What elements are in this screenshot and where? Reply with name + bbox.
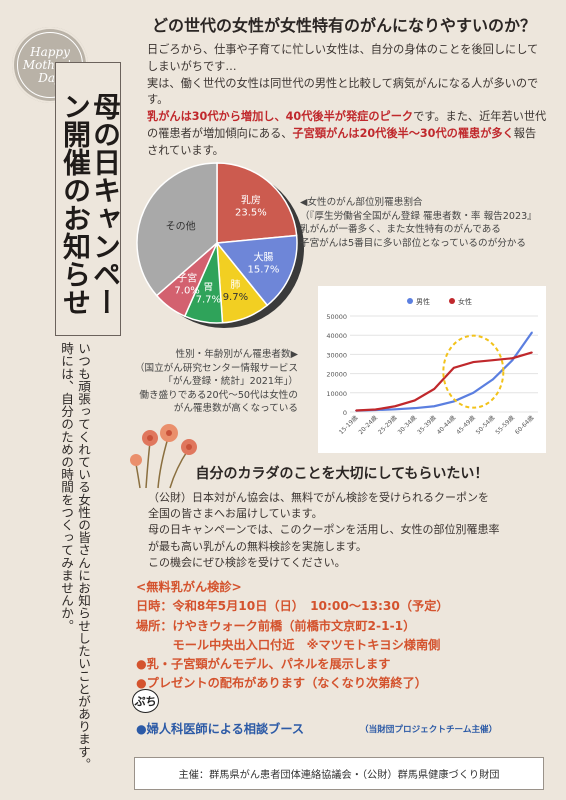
x-tick-9: 60-64歳 — [513, 414, 535, 436]
event-details: <無料乳がん検診> 日時：令和8年5月10日（日） 10:00〜13:30（予定… — [136, 578, 556, 694]
series-0-point-5 — [452, 400, 455, 403]
age-incidence-line-chart: 0 10000 20000 30000 40000 50000 15-19歳20-24歳25… — [326, 297, 538, 436]
series-0-point-9 — [531, 331, 533, 334]
pie-label-5: その他 — [166, 219, 196, 232]
x-tick-4: 35-39歳 — [415, 414, 437, 436]
series-1-point-3 — [413, 399, 416, 402]
mid-heading: 自分のカラダのことを大切にしてもらいたい！ — [195, 466, 489, 482]
legend-marker-1 — [449, 298, 455, 304]
pie-label-1: 大腸 — [253, 251, 273, 264]
series-0-point-4 — [433, 405, 436, 408]
page-title: 母の日キャンペーン開催のお知らせ — [59, 92, 122, 316]
pie-label-4: 子宮 — [177, 272, 197, 285]
x-tick-5: 40-44歳 — [435, 414, 457, 436]
x-tick-8: 55-59歳 — [494, 414, 516, 436]
y-tick-5: 50000 — [326, 313, 347, 321]
section-heading: どの世代の女性が女性特有のがんになりやすいのか？ — [151, 16, 536, 35]
vertical-message: いつも頑張ってくれている女性の皆さんにお知らせしたいことがあります。 時には、自… — [58, 342, 92, 792]
pie-value-4: 7.0% — [174, 286, 199, 297]
x-tick-7: 50-54歳 — [474, 414, 496, 436]
series-line-1 — [355, 351, 533, 412]
line-chart-panel: 0 10000 20000 30000 40000 50000 15-19歳 20-24歳 25… — [318, 286, 546, 453]
series-line-0 — [355, 331, 533, 412]
series-1-point-9 — [531, 351, 533, 354]
x-tick-2: 25-29歳 — [376, 414, 398, 436]
series-1-point-7 — [492, 359, 494, 361]
campaign-description: （公財）日本対がん協会は、無料でがん検診を受けられるクーポンを 全国の皆さまへお… — [148, 491, 500, 569]
event-place-detail: モール中央出入口付近 ※マツモトキヨシ様南側 — [136, 637, 441, 652]
series-1-point-8 — [511, 357, 514, 360]
event-item-models: ●乳・子宮頸がんモデル、パネルを展示します — [136, 657, 391, 672]
event-item-presents: ●プレゼントの配布があります（なくなり次第終了） — [136, 676, 427, 691]
y-tick-4: 40000 — [326, 332, 347, 340]
pie-label-2: 肺 — [230, 279, 240, 291]
y-tick-2: 20000 — [326, 371, 347, 379]
series-0-point-6 — [472, 392, 475, 394]
breast-cancer-highlight: 乳がんは30代から増加し、40代後半が発症のピーク — [147, 110, 414, 124]
booth-organizer-note: （当財団プロジェクトチーム主催） — [360, 725, 498, 735]
pie-slice-5 — [136, 162, 218, 297]
pie-slice-1 — [215, 234, 298, 307]
peak-highlight-circle — [442, 334, 505, 409]
vertical-message-line2: 時には、自分のための時間をつくってみませんか。 — [59, 342, 74, 632]
pie-caption: ◀女性のがん部位別罹患割合 （『厚生労働省全国がん登録 罹患者数・率 報告202… — [300, 197, 537, 249]
y-tick-3: 30000 — [326, 351, 347, 359]
pie-value-1: 15.7% — [248, 265, 280, 276]
x-tick-0: 15-19歳 — [337, 414, 359, 436]
cervical-cancer-highlight: 子宮頸がんは20代後半〜30代の罹患が多く — [292, 126, 514, 140]
series-0-point-3 — [413, 407, 416, 409]
series-0-point-7 — [492, 378, 494, 381]
pie-slice-0 — [216, 162, 298, 244]
line-chart-caption: 性別・年齢別がん罹患者数▶ （国立がん研究センター情報サービス 「がん登録・統計… — [134, 349, 298, 414]
event-date: 日時：令和8年5月10日（日） 10:00〜13:30（予定） — [136, 599, 449, 614]
pie-value-3: 7.7% — [196, 295, 221, 306]
intro-text: 日ごろから、仕事や子育てに忙しい女性は、自分の身体のことを後回しにしてしまいがち… — [147, 43, 547, 157]
organizer-footer: 主催：群馬県がん患者団体連絡協議会・（公財）群馬県健康づくり財団 — [134, 757, 544, 790]
series-0-point-8 — [511, 359, 514, 361]
series-0-point-2 — [394, 408, 396, 411]
series-1-point-0 — [355, 409, 357, 412]
y-tick-1: 10000 — [326, 390, 347, 398]
series-1-point-2 — [394, 405, 396, 408]
pie-label-3: 胃 — [203, 282, 213, 294]
consultation-booth: ●婦人科医師による相談ブース — [136, 722, 305, 736]
x-tick-1: 20-24歳 — [357, 414, 379, 436]
y-tick-0: 0 — [343, 409, 347, 417]
x-tick-6: 45-49歳 — [455, 414, 477, 436]
series-1-point-4 — [433, 388, 436, 390]
flowers-illustration — [130, 424, 197, 489]
pie-label-0: 乳房 — [241, 194, 261, 207]
series-1-point-5 — [452, 367, 455, 369]
legend-label-1: 女性 — [458, 297, 472, 306]
vertical-message-line1: いつも頑張ってくれている女性の皆さんにお知らせしたいことがあります。 — [76, 342, 91, 771]
pie-value-2: 9.7% — [223, 292, 248, 303]
legend-marker-0 — [407, 298, 413, 304]
pie-value-0: 23.5% — [235, 208, 267, 219]
event-title: <無料乳がん検診> — [136, 580, 242, 594]
title-frame — [55, 62, 121, 336]
event-place: 場所：けやきウォーク前橋（前橋市文京町2-1-1） — [136, 618, 416, 633]
series-1-point-6 — [472, 361, 475, 363]
x-tick-3: 30-34歳 — [396, 414, 418, 436]
series-1-point-1 — [374, 408, 377, 411]
legend-label-0: 男性 — [416, 297, 430, 306]
puchi-speech-bubble: ぷち — [132, 689, 159, 713]
